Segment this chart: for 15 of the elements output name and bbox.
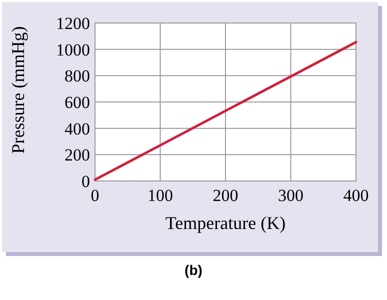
y-tick-label: 600: [64, 93, 90, 112]
x-tick-label: 300: [278, 186, 304, 205]
text: (b): [184, 262, 202, 278]
y-tick-label: 200: [64, 146, 90, 165]
x-tick-label: 100: [148, 186, 173, 205]
x-axis-title: Temperature (K): [165, 213, 286, 233]
line-series: [94, 40, 358, 181]
x-tick-label: 200: [212, 186, 238, 205]
y-tick-label: 800: [64, 66, 90, 86]
y-axis-title: Pressure (mmHg): [8, 26, 28, 154]
x-tick-label: 400: [343, 186, 369, 205]
y-tick-label: 1200: [56, 14, 90, 33]
y-tick-label: 400: [64, 119, 90, 138]
y-tick-label: 1000: [56, 40, 90, 60]
y-tick-label: 0: [82, 172, 90, 191]
